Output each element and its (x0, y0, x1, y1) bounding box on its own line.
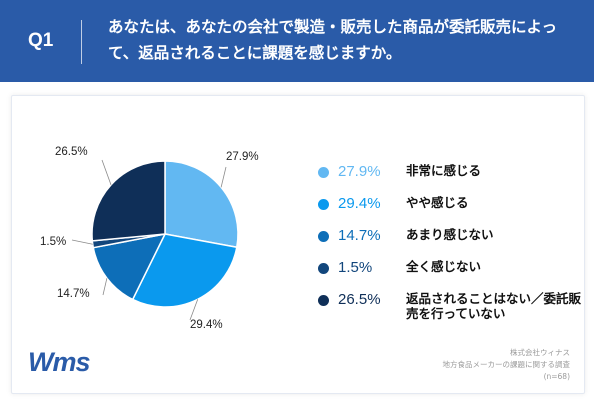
source-company: 株式会社ウィナス (510, 348, 570, 357)
legend-item: 14.7% あまり感じない (318, 226, 588, 246)
legend-label: 返品されることはない／委託販売を行っていない (406, 291, 582, 321)
legend-percent: 1.5% (338, 259, 373, 276)
legend-dot-icon (318, 167, 329, 178)
legend-percent: 14.7% (338, 227, 381, 244)
legend-item: 27.9% 非常に感じる (318, 162, 588, 182)
pie-data-label: 26.5% (55, 146, 88, 158)
source-note: 株式会社ウィナス 地方食品メーカーの課題に関する調査 (n=68) (443, 347, 571, 383)
source-sample-size: (n=68) (543, 372, 570, 381)
winas-logo: Wms (28, 347, 91, 377)
legend-percent: 29.4% (338, 195, 381, 212)
pie-slice (131, 233, 238, 308)
header-divider (81, 20, 82, 64)
legend-item: 26.5% 返品されることはない／委託販売を行っていない (318, 290, 588, 321)
leader-line (220, 166, 227, 188)
legend-item: 1.5% 全く感じない (318, 258, 588, 278)
legend-dot-icon (318, 199, 329, 210)
legend-dot-icon (318, 231, 329, 242)
leader-line (101, 159, 112, 186)
leader-line (189, 299, 199, 321)
legend-dot-icon (318, 263, 329, 274)
legend-label: やや感じる (406, 195, 469, 210)
legend-item: 29.4% やや感じる (318, 194, 588, 214)
header-banner: Q1 あなたは、あなたの会社で製造・販売した商品が委託販売によって、返品されるこ… (0, 0, 594, 82)
pie-data-label: 1.5% (40, 236, 66, 248)
legend-dot-icon (318, 295, 329, 306)
legend-label: あまり感じない (406, 227, 494, 242)
pie-data-label: 29.4% (190, 319, 223, 331)
question-number: Q1 (28, 30, 54, 51)
source-survey: 地方食品メーカーの課題に関する調査 (442, 360, 571, 369)
question-text: あなたは、あなたの会社で製造・販売した商品が委託販売によって、返品されることに課… (108, 18, 558, 62)
pie-slice (164, 160, 239, 249)
legend-percent: 27.9% (338, 163, 381, 180)
leader-line (102, 278, 108, 296)
legend-label: 全く感じない (406, 259, 482, 274)
legend-label: 非常に感じる (406, 163, 482, 178)
pie-data-label: 27.9% (226, 151, 259, 163)
legend-percent: 26.5% (338, 291, 381, 308)
pie-slice (91, 160, 166, 242)
pie-data-label: 14.7% (57, 288, 90, 300)
leader-line (71, 239, 93, 245)
